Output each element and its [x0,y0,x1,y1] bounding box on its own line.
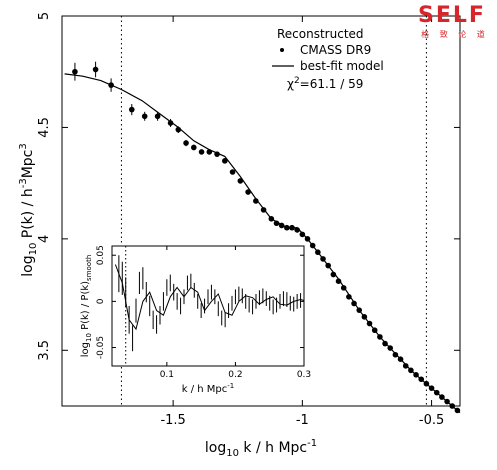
main-x-tick-label: -1 [296,413,309,428]
inset-y-tick-label: 0.05 [96,245,106,265]
main-data-point [397,356,404,363]
main-data-point [325,262,331,269]
main-data-point [253,198,259,204]
main-y-tick-label: 3.5 [37,340,52,361]
main-data-point [371,327,378,334]
main-data-point [175,126,182,133]
main-x-tick-labels: -1.5 -1 -0.5 [160,413,444,428]
main-data-point [433,389,440,396]
inset-model-line [114,264,305,331]
inset-x-tick-labels: 0.1 0.2 0.3 [160,370,311,380]
main-data-point [289,224,295,231]
main-data-point [408,367,414,374]
main-data-point [346,294,352,300]
inset-y-axis-label: log10 P(k) / P(k)smooth [80,255,93,358]
main-data-point [320,256,326,262]
main-x-tick-label: -1.5 [160,413,185,428]
inset-y-tick-labels: -0.05 0 0.05 [96,245,106,359]
inset-x-tick-label: 0.3 [297,370,311,380]
inset-y-tick-label: -0.05 [96,336,106,359]
main-data-point [309,242,316,249]
logo-subtitle: 格 致 论 道 [421,30,489,39]
main-data-point [154,113,161,120]
main-data-point [278,222,285,229]
main-data-point [206,149,213,155]
main-data-point [128,106,135,113]
main-data-point [356,307,363,313]
main-data-point [92,66,99,73]
legend-entry-data: CMASS DR9 [300,43,371,57]
main-data-point [428,385,435,391]
main-data-point [361,314,368,320]
main-data-point [237,178,244,184]
main-data-point [315,249,321,256]
main-data-point [454,407,461,414]
main-data-point [245,189,251,195]
main-data-point [340,285,347,291]
main-data-point [304,236,311,242]
main-data-point [214,151,220,157]
main-data-point [335,278,342,285]
inset-y-tick-label: 0 [96,298,106,304]
main-data-point [273,220,280,227]
main-y-axis-label: log10 P(k) / h-3Mpc3 [18,143,39,277]
main-y-tick-labels: 3.5 4 4.5 5 [37,12,52,361]
main-data-point [222,158,228,164]
main-y-tick-label: 4.5 [37,117,52,138]
main-data-point [387,345,394,351]
main-x-axis-label: log10 k / h Mpc-1 [205,438,317,459]
main-data-point [366,320,373,327]
legend-chi2: χ2=61.1 / 59 [287,76,363,91]
main-data-point [423,380,430,387]
main-data-point [413,372,419,378]
main-data-point [351,300,357,307]
main-data-point [449,403,456,409]
main-data-point [260,207,267,213]
main-data-point [108,82,114,88]
main-y-tick-label: 4 [37,235,52,243]
logo-text: SELF [418,3,486,28]
main-data-point [183,140,189,146]
main-data-point [191,144,197,151]
main-x-tick-label: -0.5 [419,413,444,428]
main-data-point [229,169,236,175]
main-data-point [377,334,383,340]
inset-model-curve [114,264,305,331]
legend-point-marker [280,48,284,52]
main-data-point [294,227,300,233]
main-data-point [299,231,306,238]
main-y-tick-label: 5 [37,12,52,20]
main-ticks [62,15,460,406]
main-data-points [72,61,461,414]
main-data-point [382,340,388,347]
self-logo: SELF 格 致 论 道 [410,4,494,44]
main-data-point [402,363,409,369]
inset-x-tick-label: 0.1 [160,370,174,380]
main-data-point [72,68,78,75]
inset-x-axis-label: k / h Mpc-1 [182,382,235,395]
legend-title: Reconstructed [277,27,364,41]
main-data-point [439,394,445,400]
main-data-point [284,224,290,231]
main-data-point [330,271,337,278]
main-data-point [167,120,174,126]
inset-data-points [118,255,302,352]
main-data-point [198,149,205,155]
legend: Reconstructed CMASS DR9 best-fit model χ… [272,27,384,91]
main-data-point [392,351,399,358]
inset-x-tick-label: 0.2 [228,370,242,380]
main-data-point [418,376,425,383]
main-data-point [141,113,148,120]
main-plot-frame [61,15,461,407]
main-data-point [444,398,450,405]
legend-entry-model: best-fit model [300,59,384,73]
main-data-point [268,216,275,222]
